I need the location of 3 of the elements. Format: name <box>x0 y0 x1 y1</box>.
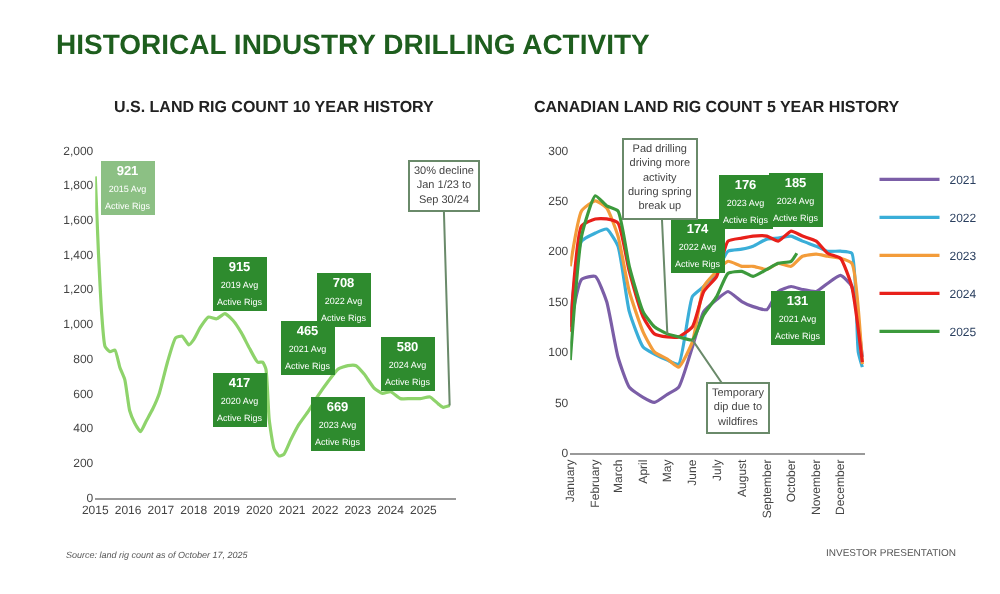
text: HISTORICAL INDUSTRY DRILLING ACTIVITY <box>56 28 652 60</box>
chart-title: U.S. LAND RIG COUNT 10 YEAR HISTORY <box>114 98 436 116</box>
chart-title: CANADIAN LAND RIG COUNT 5 YEAR HISTORY <box>534 98 901 116</box>
